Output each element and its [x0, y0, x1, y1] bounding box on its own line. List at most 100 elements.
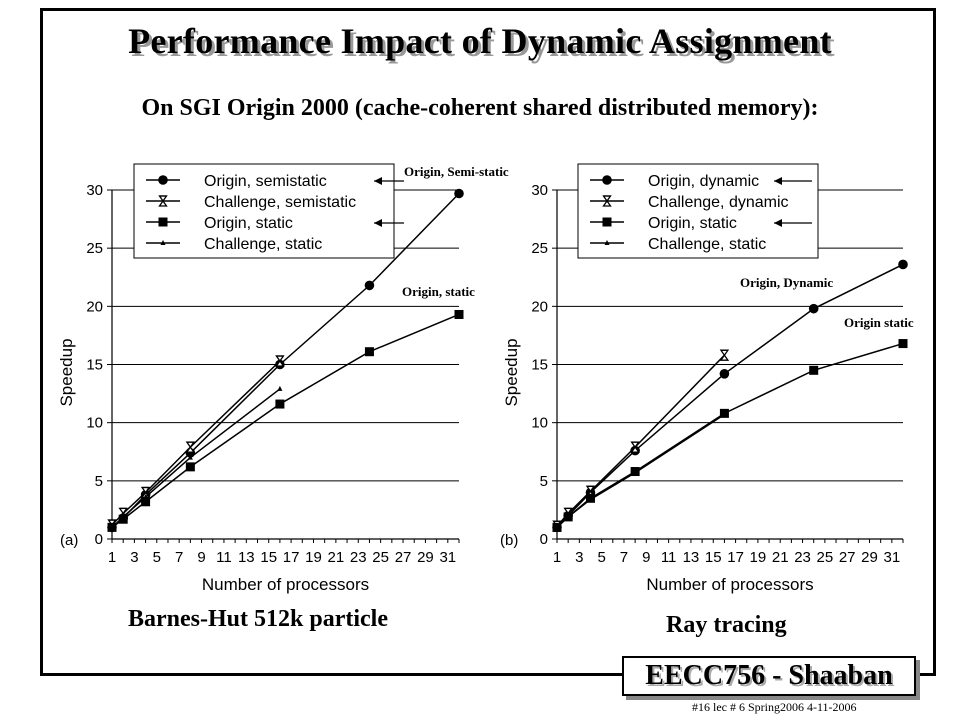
data-point — [364, 347, 374, 357]
panel-label: (b) — [500, 532, 518, 549]
data-point — [809, 365, 819, 375]
data-point — [277, 385, 283, 391]
data-point — [109, 524, 115, 530]
y-axis-label: Speedup — [57, 338, 76, 406]
legend-swatch-marker — [604, 240, 610, 245]
legend-entry: Challenge, dynamic — [648, 194, 789, 211]
data-point — [118, 514, 128, 524]
x-tick-label: 19 — [305, 549, 322, 566]
legend-entry: Challenge, semistatic — [204, 194, 356, 211]
data-point — [185, 462, 195, 472]
legend-swatch-marker — [160, 240, 166, 245]
legend-arrowhead — [374, 177, 382, 185]
x-tick-label: 21 — [328, 549, 345, 566]
x-tick-label: 7 — [620, 549, 628, 566]
x-tick-label: 11 — [216, 549, 232, 566]
course-badge: EECC756 - Shaaban — [622, 656, 916, 696]
data-point — [454, 309, 464, 319]
y-tick-label: 30 — [86, 182, 103, 199]
panel-label: (a) — [60, 532, 78, 549]
data-point — [587, 496, 593, 502]
x-tick-label: 1 — [108, 549, 116, 566]
lecture-footer-note: #16 lec # 6 Spring2006 4-11-2006 — [692, 700, 857, 714]
series-annotation: Origin, static — [402, 284, 475, 299]
x-tick-label: 27 — [395, 549, 412, 566]
data-point — [719, 369, 730, 379]
series-annotation: Origin, Dynamic — [740, 275, 833, 290]
data-point — [565, 513, 571, 519]
slide-frame — [40, 8, 936, 676]
data-point — [632, 469, 638, 475]
series-annotation: Origin static — [844, 315, 914, 330]
legend-swatch-marker — [602, 175, 612, 185]
legend-entry: Challenge, static — [648, 236, 766, 253]
y-tick-label: 10 — [86, 415, 103, 432]
data-point — [721, 411, 727, 417]
y-tick-label: 0 — [540, 531, 548, 548]
x-tick-label: 31 — [439, 549, 456, 566]
course-badge-text: EECC756 - Shaaban — [645, 660, 893, 691]
data-point — [898, 339, 908, 349]
y-tick-label: 15 — [531, 357, 548, 374]
caption-ray-tracing: Ray tracing — [666, 612, 787, 638]
y-axis-label: Speedup — [502, 338, 521, 406]
legend-entry: Origin, semistatic — [204, 173, 327, 190]
x-tick-label: 3 — [575, 549, 583, 566]
x-tick-label: 31 — [883, 549, 900, 566]
y-tick-label: 30 — [531, 182, 548, 199]
data-point — [141, 497, 151, 507]
data-point — [808, 303, 819, 314]
x-tick-label: 21 — [772, 549, 789, 566]
legend-swatch-marker — [602, 217, 612, 227]
y-tick-label: 20 — [86, 298, 103, 315]
x-tick-label: 15 — [705, 549, 722, 566]
legend-swatch-marker — [158, 217, 168, 227]
legend-entry: Origin, static — [204, 215, 293, 232]
y-tick-label: 5 — [95, 473, 103, 490]
series-annotation: Origin, Semi-static — [404, 164, 509, 179]
y-tick-label: 0 — [95, 531, 103, 548]
legend-arrowhead — [774, 177, 782, 185]
x-tick-label: 11 — [661, 549, 677, 566]
x-tick-label: 7 — [175, 549, 183, 566]
x-tick-label: 13 — [238, 549, 255, 566]
y-tick-label: 10 — [531, 415, 548, 432]
x-tick-label: 25 — [372, 549, 389, 566]
y-tick-label: 20 — [531, 298, 548, 315]
legend-swatch-marker — [158, 175, 168, 185]
data-point — [120, 513, 126, 519]
legend-entry: Origin, dynamic — [648, 173, 759, 190]
data-point — [898, 259, 908, 270]
x-tick-label: 23 — [350, 549, 367, 566]
data-point — [143, 494, 149, 500]
y-tick-label: 5 — [540, 473, 548, 490]
legend-arrowhead — [774, 219, 782, 227]
x-tick-label: 9 — [197, 549, 205, 566]
x-axis-label: Number of processors — [202, 575, 369, 594]
slide-title: Performance Impact of Dynamic Assignment — [128, 21, 832, 61]
legend-arrowhead — [374, 219, 382, 227]
x-tick-label: 25 — [817, 549, 834, 566]
data-point — [554, 524, 560, 530]
x-tick-label: 15 — [260, 549, 277, 566]
x-tick-label: 17 — [283, 549, 300, 566]
x-tick-label: 29 — [417, 549, 434, 566]
data-point — [364, 280, 375, 291]
x-tick-label: 29 — [861, 549, 878, 566]
x-tick-label: 23 — [794, 549, 811, 566]
x-tick-label: 13 — [683, 549, 700, 566]
x-tick-label: 19 — [750, 549, 767, 566]
y-tick-label: 15 — [86, 357, 103, 374]
x-tick-label: 17 — [727, 549, 744, 566]
data-point — [275, 399, 285, 409]
caption-barnes-hut: Barnes-Hut 512k particle — [128, 606, 388, 632]
legend-entry: Origin, static — [648, 215, 737, 232]
legend-entry: Challenge, static — [204, 236, 322, 253]
x-tick-label: 9 — [642, 549, 650, 566]
x-axis-label: Number of processors — [646, 575, 813, 594]
slide-subtitle: On SGI Origin 2000 (cache-coherent share… — [141, 95, 819, 121]
x-tick-label: 5 — [597, 549, 605, 566]
data-point — [187, 454, 193, 460]
